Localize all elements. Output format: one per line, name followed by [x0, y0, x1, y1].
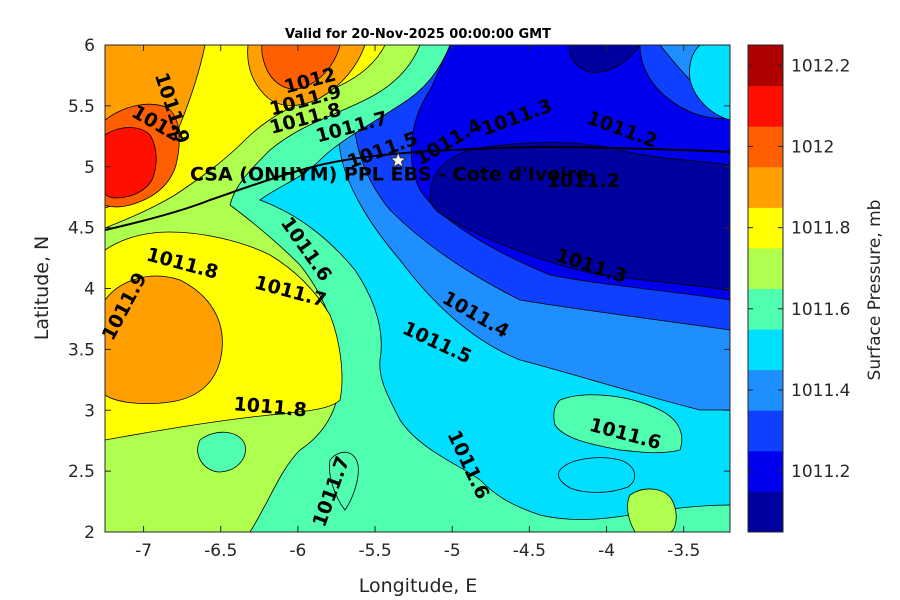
y-tick-label: 3 — [84, 401, 95, 421]
colorbar-swatch — [748, 491, 783, 533]
y-axis-label: Latitude, N — [31, 236, 53, 341]
colorbar-swatch — [748, 247, 783, 289]
colorbar-swatch — [748, 45, 783, 87]
colorbar-swatch — [748, 85, 783, 127]
x-axis: -7 -6.5 -6 -5.5 -5 -4.5 -4 -3.5 — [135, 45, 700, 561]
colorbar-label: Surface Pressure, mb — [865, 200, 885, 381]
contour-fill-1012-top — [261, 45, 341, 90]
colorbar-tick-label: 1012 — [791, 137, 834, 157]
colorbar-swatch — [748, 288, 783, 330]
colorbar-tick-label: 1011.2 — [791, 462, 850, 482]
colorbar-tick-label: 1011.6 — [791, 300, 850, 320]
x-tick-label: -4.5 — [513, 541, 546, 561]
colorbar-swatch — [748, 207, 783, 249]
y-tick-label: 6 — [84, 36, 95, 56]
y-tick-label: 2.5 — [68, 462, 95, 482]
contour-fill-1012.1 — [105, 127, 157, 199]
y-tick-label: 5.5 — [68, 97, 95, 117]
colorbar-swatch — [748, 410, 783, 452]
contour-fill-1011.5-islet — [558, 457, 636, 493]
colorbar-tick-label: 1011.8 — [791, 219, 850, 239]
x-tick-label: -5.5 — [358, 541, 391, 561]
station-marker: CSA (ONHYM) PPL EBS - Cote d'Ivoire — [190, 151, 589, 186]
contour-fill-1011.6-right — [553, 394, 683, 454]
contour-fill-1011.1-top — [569, 45, 641, 73]
chart-title: Valid for 20-Nov-2025 00:00:00 GMT — [285, 27, 551, 42]
contour-label: 1011.2 — [547, 170, 620, 192]
station-star-icon — [389, 151, 408, 169]
x-axis-label: Longitude, E — [359, 575, 478, 597]
colorbar-swatch — [748, 369, 783, 411]
contour-fill-1011.6-inner2 — [329, 451, 359, 511]
y-axis: 2 2.5 3 3.5 4 4.5 5 5.5 6 — [68, 36, 730, 543]
contour-fill-1011.5-pocket — [689, 45, 730, 121]
coastline — [105, 145, 730, 231]
colorbar-tick-label: 1011.4 — [791, 381, 850, 401]
colorbar-swatch — [748, 329, 783, 371]
x-tick-label: -3.5 — [667, 541, 700, 561]
x-tick-label: -7 — [135, 541, 152, 561]
contour-fill-1011.9-lower — [105, 275, 223, 404]
contour-fill-1011.7-bottom — [627, 488, 677, 532]
y-tick-label: 5 — [84, 158, 95, 178]
plot-area — [105, 45, 730, 532]
colorbar: 1011.2 1011.4 1011.6 1011.8 1012 1012.2 — [747, 44, 850, 533]
colorbar-swatch — [748, 126, 783, 168]
contour-fill-1011.6-inner — [197, 431, 246, 473]
y-tick-label: 2 — [84, 523, 95, 543]
y-tick-label: 4 — [84, 280, 95, 300]
x-tick-label: -5 — [444, 541, 461, 561]
colorbar-swatch — [748, 166, 783, 208]
x-tick-label: -4 — [598, 541, 615, 561]
colorbar-frame — [747, 44, 784, 533]
y-tick-label: 3.5 — [68, 340, 95, 360]
y-tick-label: 4.5 — [68, 219, 95, 239]
colorbar-swatch — [748, 450, 783, 492]
station-label: CSA (ONHYM) PPL EBS - Cote d'Ivoire — [190, 164, 589, 186]
x-tick-label: -6.5 — [204, 541, 237, 561]
colorbar-tick-label: 1012.2 — [791, 56, 850, 76]
x-tick-label: -6 — [289, 541, 306, 561]
